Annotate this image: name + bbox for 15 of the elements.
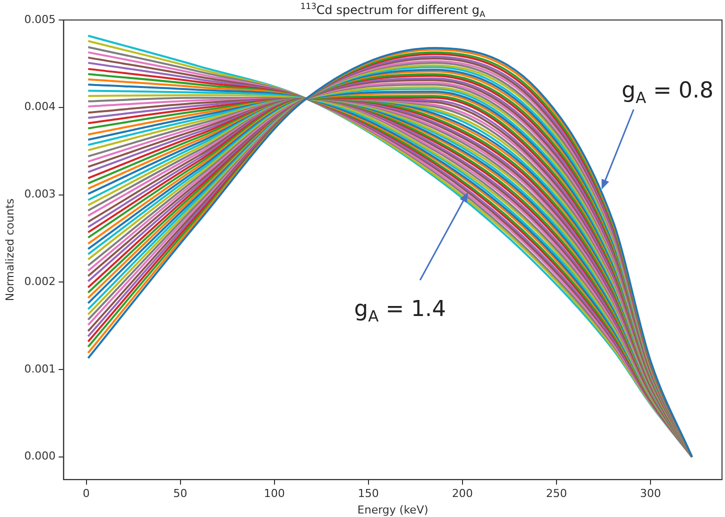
y-tick-label: 0.001 <box>24 362 56 376</box>
y-tick-label: 0.005 <box>24 12 56 26</box>
y-tick-label: 0.004 <box>24 100 56 114</box>
y-tick-label: 0.000 <box>24 450 56 463</box>
x-tick-label: 0 <box>82 487 90 500</box>
y-axis-title: Normalized counts <box>3 198 16 302</box>
x-axis-title: Energy (keV) <box>357 503 428 516</box>
x-tick-label: 100 <box>264 487 285 500</box>
y-tick-label: 0.003 <box>24 188 56 201</box>
x-tick-label: 50 <box>173 487 188 500</box>
x-tick-label: 300 <box>640 487 662 500</box>
x-tick-label: 250 <box>546 487 567 500</box>
y-tick-label: 0.002 <box>24 274 56 288</box>
x-tick-label: 150 <box>358 487 379 500</box>
x-tick-label: 200 <box>452 487 473 500</box>
